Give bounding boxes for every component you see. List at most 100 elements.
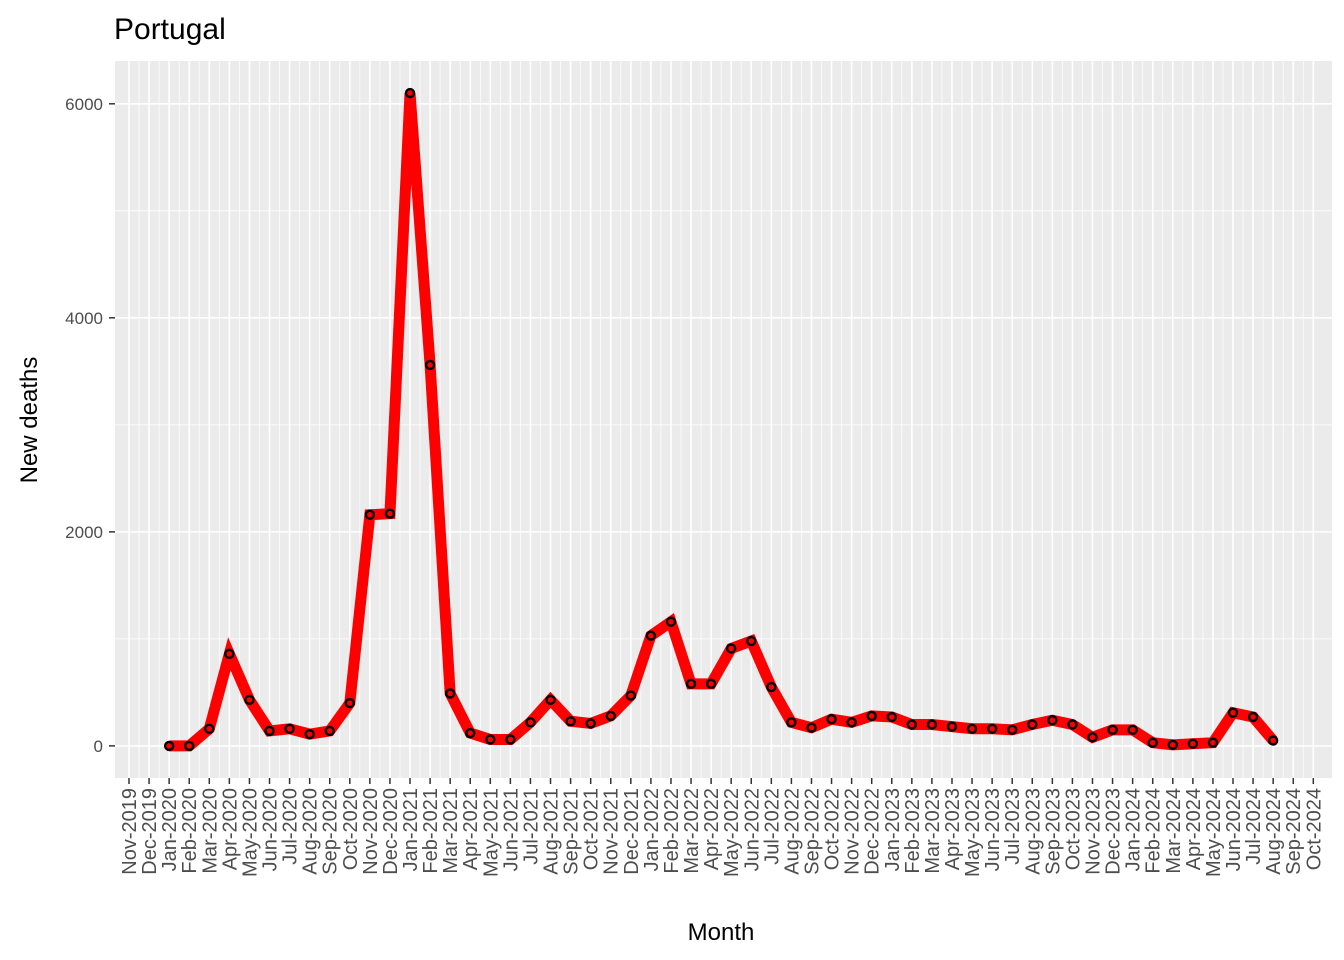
x-tick-label: Jun-2021	[500, 788, 522, 871]
x-tick-label: Oct-2023	[1062, 788, 1084, 870]
x-tick-label: Jun-2022	[741, 788, 763, 871]
data-point	[485, 734, 496, 745]
data-point	[545, 694, 556, 706]
x-tick-label: Apr-2024	[1183, 788, 1205, 870]
x-axis: Nov-2019Dec-2019Jan-2020Feb-2020Mar-2020…	[119, 778, 1325, 877]
x-tick-label: Apr-2022	[701, 788, 723, 870]
data-point	[746, 635, 757, 647]
x-tick-label: Oct-2020	[340, 788, 362, 870]
x-tick-label: Mar-2020	[199, 788, 221, 874]
data-point	[344, 697, 355, 709]
minor-grid	[115, 61, 1332, 778]
x-tick-label: Nov-2019	[119, 788, 141, 875]
y-axis: 0 2000 4000 6000	[65, 95, 115, 756]
data-point	[866, 710, 877, 722]
data-point	[766, 681, 777, 693]
x-tick-label: Aug-2023	[1022, 788, 1044, 875]
x-tick-label: Sep-2020	[320, 788, 342, 875]
x-tick-label: Dec-2019	[139, 788, 161, 875]
x-tick-label: Dec-2023	[1103, 788, 1125, 875]
series-layer	[163, 87, 1279, 752]
y-tick-label: 2000	[65, 523, 103, 542]
data-point	[1267, 735, 1279, 746]
data-point	[986, 723, 998, 734]
x-tick-label: Dec-2022	[862, 788, 884, 875]
data-point	[1167, 739, 1178, 751]
x-tick-label: Feb-2024	[1143, 788, 1165, 874]
data-point	[685, 678, 697, 690]
data-point	[505, 734, 516, 745]
chart-title: Portugal	[114, 13, 226, 46]
x-tick-label: Apr-2020	[219, 788, 241, 870]
data-point	[1067, 719, 1078, 730]
data-point	[364, 509, 376, 520]
x-tick-label: Nov-2021	[601, 788, 623, 875]
data-point	[284, 723, 295, 734]
x-tick-label: Feb-2023	[902, 788, 924, 874]
data-point	[424, 359, 436, 371]
data-point	[605, 710, 616, 722]
x-tick-label: Dec-2021	[621, 788, 643, 875]
x-tick-label: Nov-2020	[360, 788, 382, 875]
x-tick-label: May-2022	[721, 788, 743, 877]
data-point	[204, 723, 215, 734]
x-tick-label: Jan-2024	[1123, 788, 1145, 871]
y-tick-label: 0	[94, 737, 103, 756]
x-tick-label: Sep-2024	[1283, 788, 1305, 875]
x-tick-label: Jul-2021	[520, 788, 542, 865]
data-point	[786, 717, 797, 728]
x-tick-label: Jun-2024	[1223, 788, 1245, 871]
x-tick-label: Jan-2022	[641, 788, 663, 871]
data-point	[384, 508, 396, 519]
data-point	[324, 725, 335, 737]
x-tick-label: Oct-2022	[822, 788, 844, 870]
data-point	[886, 711, 897, 723]
y-tick-label: 6000	[65, 95, 103, 114]
x-tick-label: Aug-2024	[1263, 788, 1285, 875]
data-point	[304, 728, 315, 740]
data-point	[926, 719, 938, 730]
data-point	[1227, 707, 1239, 718]
data-point	[244, 694, 255, 706]
data-point	[846, 717, 857, 728]
data-point	[1147, 737, 1158, 748]
x-tick-label: Jan-2020	[159, 788, 181, 871]
data-point	[1187, 738, 1199, 749]
data-point	[1087, 732, 1098, 743]
data-point	[264, 725, 275, 737]
x-tick-label: Feb-2022	[661, 788, 683, 874]
data-point	[806, 722, 817, 733]
data-point	[565, 716, 576, 727]
x-tick-label: Oct-2021	[581, 788, 603, 870]
x-tick-label: Aug-2021	[541, 788, 563, 875]
x-tick-label: Feb-2020	[179, 788, 201, 874]
x-tick-label: Sep-2022	[801, 788, 823, 875]
data-point	[465, 727, 476, 739]
x-tick-label: Jun-2020	[260, 788, 282, 871]
x-tick-label: Jan-2021	[400, 788, 422, 871]
data-point	[946, 721, 958, 732]
x-tick-label: Sep-2023	[1042, 788, 1064, 875]
x-tick-label: Nov-2022	[842, 788, 864, 875]
data-point	[1107, 724, 1118, 736]
x-tick-label: Jul-2023	[1002, 788, 1024, 865]
data-point	[1207, 737, 1219, 748]
data-point	[444, 688, 456, 699]
data-point	[705, 678, 717, 690]
data-point	[1247, 711, 1259, 723]
x-tick-label: May-2020	[239, 788, 261, 877]
x-tick-label: Jul-2020	[280, 788, 302, 865]
data-point	[906, 719, 918, 730]
x-tick-label: Jul-2024	[1243, 788, 1265, 865]
data-point	[163, 740, 175, 752]
data-point	[966, 723, 978, 734]
y-axis-title: New deaths	[16, 357, 43, 484]
data-point	[665, 616, 677, 627]
data-point	[1047, 715, 1058, 726]
x-tick-label: May-2024	[1203, 788, 1225, 877]
data-point	[585, 718, 596, 729]
data-point	[1127, 724, 1138, 736]
y-tick-label: 4000	[65, 309, 103, 328]
x-tick-label: Apr-2021	[460, 788, 482, 870]
x-tick-label: Jan-2023	[882, 788, 904, 871]
